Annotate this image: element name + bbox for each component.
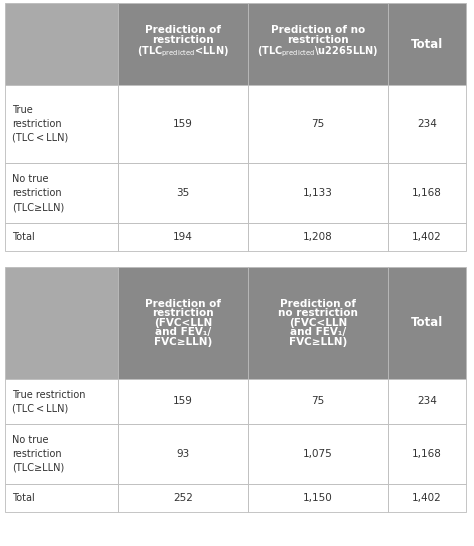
Text: and FEV₁/: and FEV₁/ (155, 328, 211, 337)
Text: 1,402: 1,402 (412, 493, 442, 503)
Text: Total: Total (12, 493, 35, 503)
Bar (5, 85, 118, 163)
Text: restriction: restriction (152, 35, 214, 45)
Text: restriction: restriction (287, 35, 349, 45)
Bar (118, 163, 248, 223)
Text: restriction: restriction (152, 308, 214, 318)
Bar (118, 223, 248, 251)
Text: 93: 93 (176, 449, 190, 459)
Text: 234: 234 (417, 119, 437, 129)
Text: FVC≥LLN): FVC≥LLN) (289, 337, 347, 347)
Text: 75: 75 (311, 119, 325, 129)
Text: No true
restriction
(TLC≥LLN): No true restriction (TLC≥LLN) (12, 174, 64, 212)
Bar (118, 424, 248, 484)
Text: True
restriction
(TLC < LLN): True restriction (TLC < LLN) (12, 105, 68, 143)
Bar (388, 163, 466, 223)
Bar (118, 85, 248, 163)
Bar (248, 424, 388, 484)
Text: 1,168: 1,168 (412, 449, 442, 459)
Bar (118, 3, 248, 85)
Text: (TLC$_{\rm predicted}$<LLN): (TLC$_{\rm predicted}$<LLN) (137, 45, 229, 59)
Bar (388, 3, 466, 85)
Text: Prediction of: Prediction of (145, 25, 221, 35)
Bar (388, 85, 466, 163)
Text: 159: 159 (173, 119, 193, 129)
Text: No true
restriction
(TLC≥LLN): No true restriction (TLC≥LLN) (12, 435, 64, 473)
Text: Prediction of no: Prediction of no (271, 25, 365, 35)
Bar (5, 267, 118, 379)
Bar (248, 3, 388, 85)
Bar (5, 163, 118, 223)
Text: 35: 35 (176, 188, 190, 198)
Text: 75: 75 (311, 396, 325, 407)
Bar (118, 484, 248, 512)
Bar (5, 3, 118, 85)
Bar (388, 379, 466, 424)
Bar (388, 223, 466, 251)
Bar (118, 379, 248, 424)
Text: 1,150: 1,150 (303, 493, 333, 503)
Text: Total: Total (411, 38, 443, 50)
Bar (5, 484, 118, 512)
Text: 234: 234 (417, 396, 437, 407)
Bar (248, 223, 388, 251)
Bar (5, 223, 118, 251)
Text: 1,133: 1,133 (303, 188, 333, 198)
Text: 1,168: 1,168 (412, 188, 442, 198)
Text: (FVC<LLN: (FVC<LLN (154, 318, 212, 328)
Bar (388, 424, 466, 484)
Text: 159: 159 (173, 396, 193, 407)
Text: (FVC<LLN: (FVC<LLN (289, 318, 347, 328)
Text: (TLC$_{\rm predicted}$\u2265LLN): (TLC$_{\rm predicted}$\u2265LLN) (257, 45, 379, 59)
Bar (118, 267, 248, 379)
Text: 252: 252 (173, 493, 193, 503)
Text: FVC≥LLN): FVC≥LLN) (154, 337, 212, 347)
Bar (5, 424, 118, 484)
Text: Total: Total (411, 317, 443, 329)
Bar (248, 85, 388, 163)
Bar (248, 484, 388, 512)
Bar (248, 267, 388, 379)
Text: Prediction of: Prediction of (280, 299, 356, 309)
Text: 1,402: 1,402 (412, 232, 442, 242)
Bar (248, 379, 388, 424)
Bar (388, 484, 466, 512)
Text: 1,208: 1,208 (303, 232, 333, 242)
Text: 194: 194 (173, 232, 193, 242)
Text: Total: Total (12, 232, 35, 242)
Text: True restriction
(TLC < LLN): True restriction (TLC < LLN) (12, 389, 85, 413)
Text: 1,075: 1,075 (303, 449, 333, 459)
Text: Prediction of: Prediction of (145, 299, 221, 309)
Bar (5, 379, 118, 424)
Text: and FEV₁/: and FEV₁/ (290, 328, 346, 337)
Bar (248, 163, 388, 223)
Text: no restriction: no restriction (278, 308, 358, 318)
Bar (388, 267, 466, 379)
